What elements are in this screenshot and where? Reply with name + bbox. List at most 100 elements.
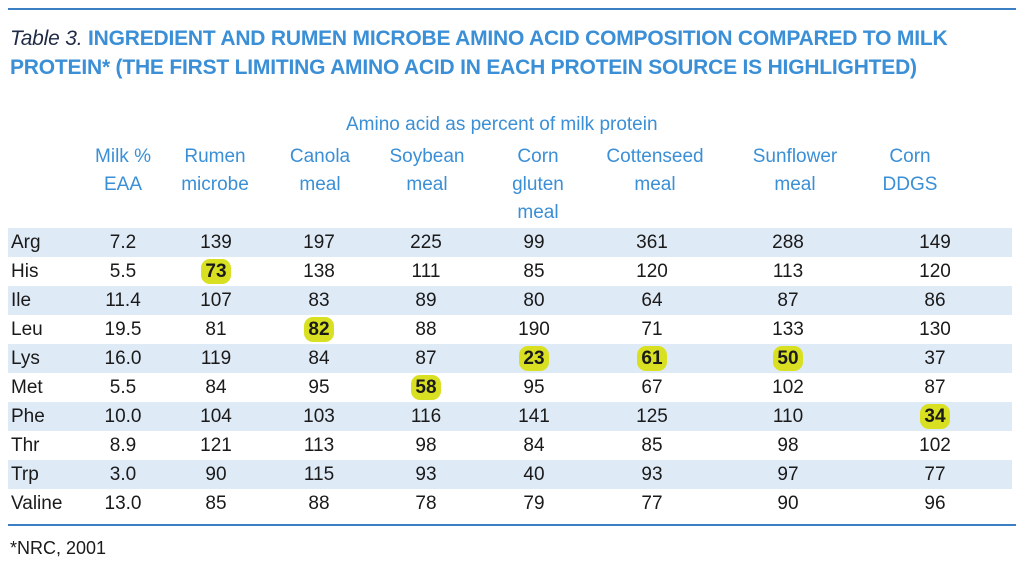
- column-group-header: Amino acid as percent of milk protein: [346, 114, 658, 135]
- bottom-rule: [8, 524, 1016, 526]
- table-row: His 5.5 73 138 111 85 120 113 120: [8, 257, 1012, 286]
- table-cell: 71: [641, 318, 663, 340]
- table-title-text: INGREDIENT AND RUMEN MICROBE AMINO ACID …: [10, 27, 948, 79]
- table-cell: 10.0: [82, 402, 164, 431]
- table-cell: 79: [523, 492, 545, 514]
- table-row: Trp 3.0 90 115 93 40 93 97 77: [8, 460, 1012, 489]
- table-cell: 133: [772, 318, 804, 340]
- column-header: Corn DDGS: [882, 146, 938, 195]
- table-cell: 80: [482, 286, 586, 315]
- table-cell: 16.0: [82, 344, 164, 373]
- table-cell: 110: [718, 402, 858, 431]
- table-cell: 102: [919, 434, 951, 456]
- table-cell: 23: [482, 344, 586, 373]
- table-cell: 77: [641, 492, 663, 514]
- highlighted-value: 82: [304, 317, 334, 342]
- table-cell: 116: [370, 402, 482, 431]
- table-cell: 85: [641, 434, 663, 456]
- table-cell: 84: [205, 376, 227, 398]
- table-cell: 98: [777, 434, 799, 456]
- table-cell: 7.2: [82, 228, 164, 257]
- table-cell: 37: [858, 344, 1012, 373]
- table-cell: 85: [205, 492, 227, 514]
- table-cell: 34: [858, 402, 1012, 431]
- table-cell: 111: [411, 260, 441, 282]
- row-label: Ile: [8, 286, 82, 315]
- table-cell: 125: [586, 402, 718, 431]
- table-cell: 61: [586, 344, 718, 373]
- table-cell: 83: [268, 286, 370, 315]
- table-cell: 95: [523, 376, 545, 398]
- column-header: Canola meal: [289, 146, 351, 195]
- top-rule: [8, 8, 1016, 10]
- table-cell: 3.0: [82, 460, 164, 489]
- table-cell: 288: [718, 228, 858, 257]
- table-cell: 93: [370, 460, 482, 489]
- table-cell: 119: [164, 344, 268, 373]
- table-cell: 90: [777, 492, 799, 514]
- table-row: Ile 11.4 107 83 89 80 64 87 86: [8, 286, 1012, 315]
- table-cell: 103: [268, 402, 370, 431]
- column-header: Soybean meal: [389, 146, 465, 195]
- highlighted-value: 73: [201, 259, 231, 284]
- table-cell: 86: [858, 286, 1012, 315]
- table-row: Thr 8.9 121 113 98 84 85 98 102: [8, 431, 1012, 460]
- table-cell: 89: [370, 286, 482, 315]
- table-cell: 78: [415, 492, 437, 514]
- table-cell: 121: [200, 434, 232, 456]
- row-label: Valine: [11, 492, 63, 514]
- table-cell: 13.0: [104, 492, 142, 514]
- row-label: His: [11, 260, 39, 282]
- table-cell: 87: [924, 376, 946, 398]
- table-cell: 190: [518, 318, 550, 340]
- column-header: Sunflower meal: [752, 146, 838, 195]
- table-cell: 97: [718, 460, 858, 489]
- table-cell: 77: [858, 460, 1012, 489]
- table-cell: 99: [482, 228, 586, 257]
- table-cell: 5.5: [109, 260, 137, 282]
- column-header: Rumen microbe: [181, 146, 249, 195]
- table-cell: 120: [919, 260, 951, 282]
- table-cell: 93: [586, 460, 718, 489]
- table-row: Met 5.5 84 95 58 95 67 102 87: [8, 373, 1012, 402]
- highlighted-value: 34: [920, 404, 950, 429]
- table-row: Valine 13.0 85 88 78 79 77 90 96: [8, 489, 1012, 518]
- row-label: Trp: [8, 460, 82, 489]
- highlighted-value: 58: [411, 375, 441, 400]
- highlighted-value: 61: [637, 346, 667, 371]
- table-cell: 107: [164, 286, 268, 315]
- table-cell: 88: [415, 318, 437, 340]
- table-cell: 87: [370, 344, 482, 373]
- table-cell: 197: [268, 228, 370, 257]
- table-cell: 73: [164, 257, 268, 286]
- column-header: Cottenseed meal: [606, 146, 704, 195]
- table-cell: 115: [268, 460, 370, 489]
- table-cell: 84: [523, 434, 545, 456]
- table-cell: 113: [303, 434, 335, 456]
- row-label: Leu: [11, 318, 43, 340]
- table-cell: 11.4: [82, 286, 164, 315]
- row-label: Lys: [8, 344, 82, 373]
- highlighted-value: 23: [519, 346, 549, 371]
- table-cell: 113: [772, 260, 804, 282]
- column-header: Milk % EAA: [95, 146, 151, 195]
- table-cell: 58: [370, 373, 482, 402]
- table-cell: 96: [924, 492, 946, 514]
- table-cell: 149: [858, 228, 1012, 257]
- table-cell: 95: [308, 376, 330, 398]
- table-row: Phe 10.0 104 103 116 141 125 110 34: [8, 402, 1012, 431]
- table-cell: 225: [370, 228, 482, 257]
- table-cell: 138: [303, 260, 335, 282]
- row-label: Arg: [8, 228, 82, 257]
- table-row: Arg 7.2 139 197 225 99 361 288 149: [8, 228, 1012, 257]
- highlighted-value: 50: [773, 346, 803, 371]
- table-cell: 139: [164, 228, 268, 257]
- table-cell: 104: [164, 402, 268, 431]
- table-title: Table 3. INGREDIENT AND RUMEN MICROBE AM…: [10, 24, 1010, 82]
- table-cell: 130: [919, 318, 951, 340]
- table-row: Lys 16.0 119 84 87 23 61 50 37: [8, 344, 1012, 373]
- footnote: *NRC, 2001: [10, 538, 107, 558]
- table-cell: 50: [718, 344, 858, 373]
- table-cell: 64: [586, 286, 718, 315]
- table-cell: 120: [636, 260, 668, 282]
